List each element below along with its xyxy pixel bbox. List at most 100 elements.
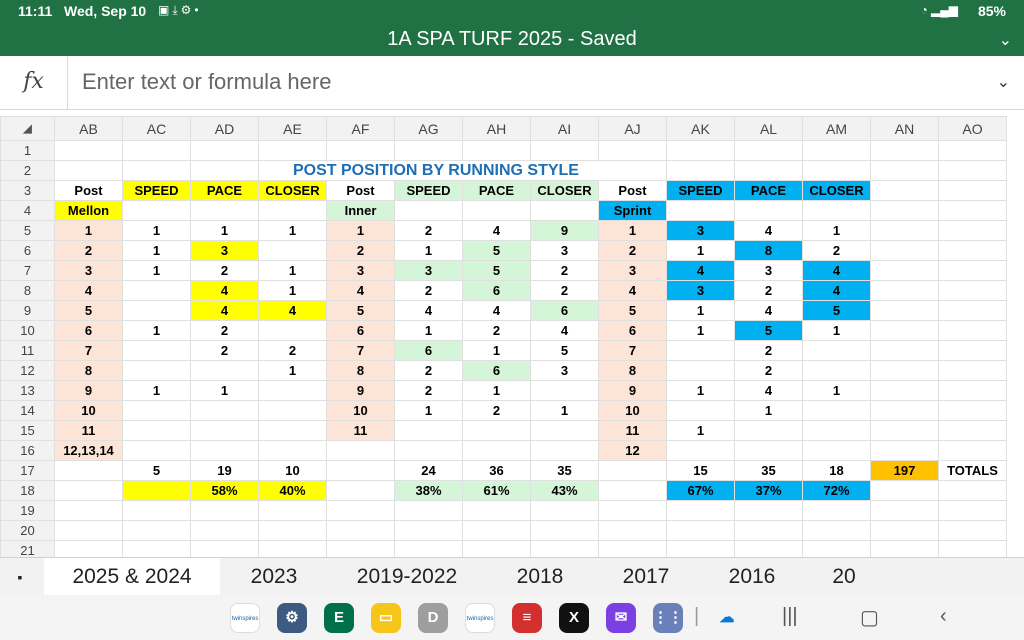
cell[interactable]: 1 xyxy=(394,320,463,341)
select-all-corner[interactable]: ◢ xyxy=(0,116,55,141)
cell[interactable]: 43% xyxy=(530,480,599,501)
cell[interactable]: 1 xyxy=(122,260,191,281)
cell[interactable] xyxy=(190,160,259,181)
cell[interactable]: 10 xyxy=(54,400,123,421)
cell[interactable]: 9 xyxy=(54,380,123,401)
cell[interactable] xyxy=(938,160,1007,181)
cell[interactable] xyxy=(598,480,667,501)
cell[interactable]: 2 xyxy=(734,280,803,301)
cell[interactable]: 3 xyxy=(734,260,803,281)
cell[interactable] xyxy=(54,480,123,501)
cell[interactable] xyxy=(870,520,939,541)
cell[interactable] xyxy=(938,340,1007,361)
cell[interactable]: 2 xyxy=(190,320,259,341)
cell[interactable]: 3 xyxy=(666,220,735,241)
cell[interactable] xyxy=(802,400,871,421)
cell[interactable]: 67% xyxy=(666,480,735,501)
tab-partial[interactable]: 20 xyxy=(832,565,856,588)
column-header-am[interactable]: AM xyxy=(802,116,871,141)
cell[interactable] xyxy=(122,400,191,421)
cell[interactable]: 2 xyxy=(530,280,599,301)
cell[interactable] xyxy=(870,360,939,381)
cell[interactable] xyxy=(462,440,531,461)
cell[interactable]: 2 xyxy=(394,360,463,381)
cell[interactable]: 7 xyxy=(54,340,123,361)
cell[interactable]: 1 xyxy=(598,220,667,241)
cell[interactable]: CLOSER xyxy=(802,180,871,201)
cell[interactable]: 5 xyxy=(734,320,803,341)
row-header[interactable]: 4 xyxy=(0,200,55,221)
cell[interactable] xyxy=(190,400,259,421)
column-header-al[interactable]: AL xyxy=(734,116,803,141)
column-header-ai[interactable]: AI xyxy=(530,116,599,141)
x-app-icon[interactable]: X xyxy=(559,603,589,633)
cell[interactable] xyxy=(54,500,123,521)
cell[interactable]: Post xyxy=(54,180,123,201)
cell[interactable] xyxy=(734,200,803,221)
cell[interactable]: 2 xyxy=(462,400,531,421)
cell[interactable] xyxy=(870,220,939,241)
cell[interactable]: 4 xyxy=(734,220,803,241)
cell[interactable] xyxy=(122,520,191,541)
cell[interactable] xyxy=(326,480,395,501)
row-header[interactable]: 19 xyxy=(0,500,55,521)
cell[interactable]: 1 xyxy=(54,220,123,241)
cell[interactable]: 1 xyxy=(666,420,735,441)
cell[interactable] xyxy=(870,320,939,341)
cell[interactable] xyxy=(258,400,327,421)
cell[interactable] xyxy=(802,420,871,441)
cell[interactable]: 1 xyxy=(734,400,803,421)
cell[interactable] xyxy=(938,240,1007,261)
cell[interactable] xyxy=(938,380,1007,401)
cell[interactable] xyxy=(54,460,123,481)
cell[interactable]: 4 xyxy=(802,260,871,281)
cell[interactable]: 2 xyxy=(394,280,463,301)
cell[interactable] xyxy=(870,420,939,441)
cell[interactable]: 6 xyxy=(462,280,531,301)
row-header[interactable]: 21 xyxy=(0,540,55,561)
cell[interactable] xyxy=(122,280,191,301)
cell[interactable] xyxy=(666,140,735,161)
cell[interactable]: 6 xyxy=(598,320,667,341)
cell[interactable] xyxy=(462,520,531,541)
cell[interactable] xyxy=(462,420,531,441)
cell[interactable] xyxy=(462,140,531,161)
cell[interactable] xyxy=(258,240,327,261)
cell[interactable] xyxy=(326,500,395,521)
formula-expand-chevron-icon[interactable]: ⌄ xyxy=(996,74,1010,91)
cell[interactable]: 2 xyxy=(734,360,803,381)
tab-2018[interactable]: 2018 xyxy=(516,565,564,588)
cell[interactable]: 5 xyxy=(462,240,531,261)
cell[interactable] xyxy=(598,520,667,541)
cell[interactable]: 2 xyxy=(190,260,259,281)
cell[interactable] xyxy=(802,440,871,461)
cell[interactable] xyxy=(938,140,1007,161)
cell[interactable] xyxy=(938,220,1007,241)
cell[interactable] xyxy=(394,500,463,521)
cell[interactable]: 2 xyxy=(54,240,123,261)
cell[interactable] xyxy=(258,140,327,161)
cell[interactable]: 37% xyxy=(734,480,803,501)
cell[interactable] xyxy=(258,200,327,221)
cell[interactable] xyxy=(326,440,395,461)
cell[interactable] xyxy=(938,260,1007,281)
cell[interactable] xyxy=(802,200,871,221)
cell[interactable]: 5 xyxy=(802,300,871,321)
cell[interactable]: 9 xyxy=(598,380,667,401)
row-header[interactable]: 15 xyxy=(0,420,55,441)
cell[interactable] xyxy=(666,500,735,521)
cell[interactable]: 1 xyxy=(122,240,191,261)
cell[interactable] xyxy=(530,500,599,521)
cell[interactable]: 3 xyxy=(598,260,667,281)
cell[interactable]: 61% xyxy=(462,480,531,501)
cell[interactable] xyxy=(122,300,191,321)
cell[interactable]: 4 xyxy=(258,300,327,321)
cell[interactable]: 2 xyxy=(326,240,395,261)
cell[interactable]: 1 xyxy=(190,380,259,401)
cell[interactable] xyxy=(190,520,259,541)
cell[interactable] xyxy=(734,140,803,161)
cell[interactable] xyxy=(190,360,259,381)
tab-2025-2024[interactable]: 2025 & 2024 xyxy=(44,558,220,596)
cell[interactable] xyxy=(938,200,1007,221)
cell[interactable]: 6 xyxy=(462,360,531,381)
